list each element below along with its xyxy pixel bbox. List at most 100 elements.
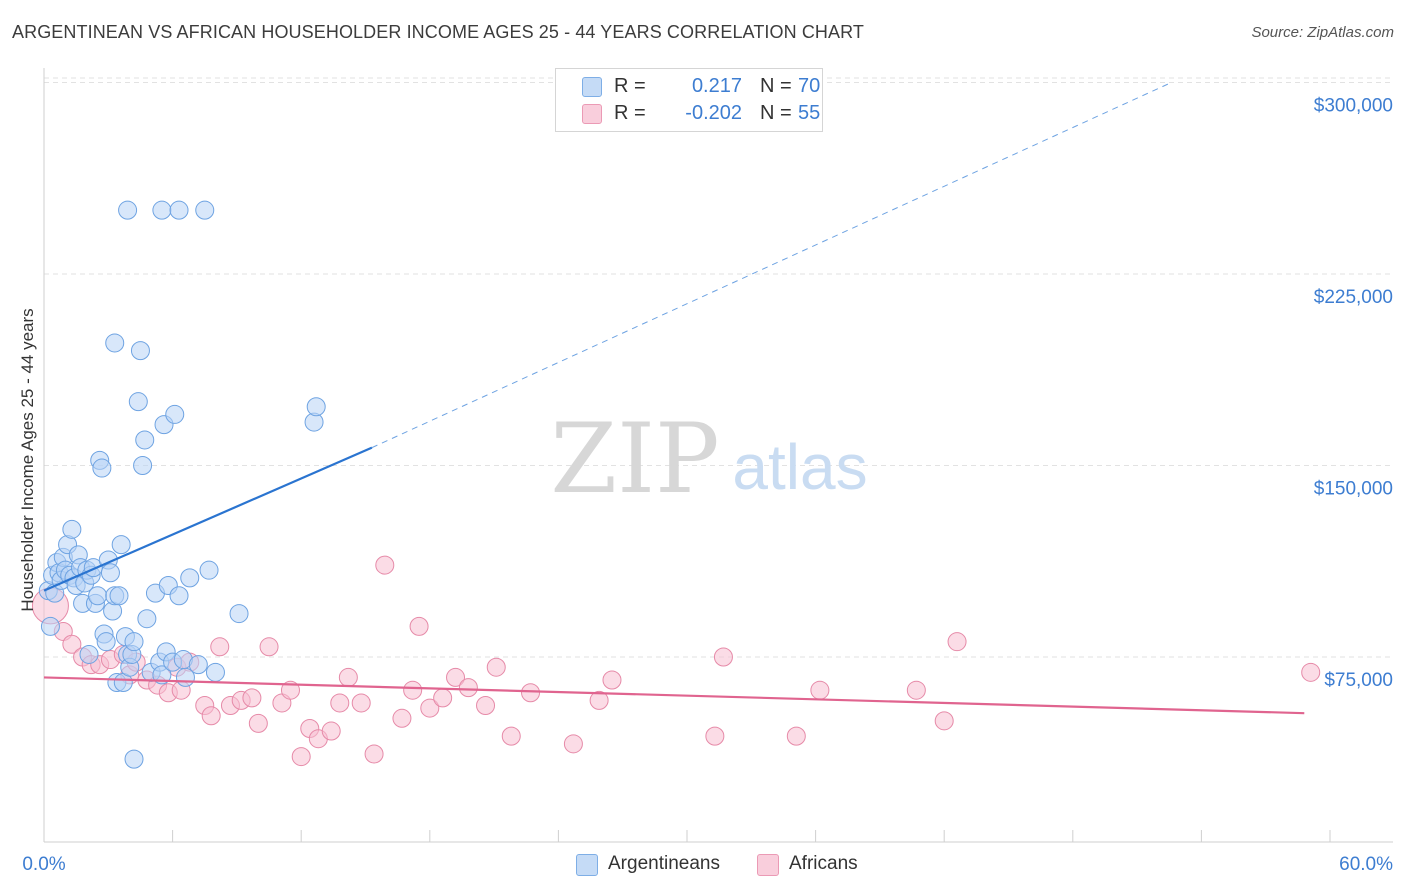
argentineans-point xyxy=(96,632,116,652)
africans-point xyxy=(420,698,440,718)
argentineans-point xyxy=(199,560,219,580)
africans-point xyxy=(364,744,384,764)
africans-point xyxy=(446,667,466,687)
africans-point xyxy=(906,680,926,700)
africans-point xyxy=(291,747,311,767)
argentineans-point xyxy=(128,392,148,412)
axes xyxy=(43,68,1393,843)
africans-point xyxy=(934,711,954,731)
africans-point xyxy=(338,667,358,687)
africans-point xyxy=(248,713,268,733)
argentineans-trend-line xyxy=(43,446,373,592)
africans-point xyxy=(563,734,583,754)
africans-point xyxy=(321,721,341,741)
argentineans-point xyxy=(109,586,129,606)
y-tick-label: $300,000 xyxy=(1314,96,1393,117)
n-value: 70 xyxy=(798,75,821,97)
africans-point xyxy=(810,680,830,700)
africans-point xyxy=(242,688,262,708)
africans-point xyxy=(409,616,429,636)
africans-point xyxy=(351,693,371,713)
argentineans-point xyxy=(229,604,249,624)
gridlines xyxy=(44,77,1393,658)
argentineans-point xyxy=(130,341,150,361)
tick-labels: $75,000 $150,000 $225,000 $300,000 0.0% 60.0%… xyxy=(18,96,1393,876)
africans-point xyxy=(330,693,350,713)
r-label: R = xyxy=(614,102,646,124)
argentineans-point xyxy=(152,665,172,685)
africans-points xyxy=(31,555,1321,767)
argentineans-point xyxy=(306,397,326,417)
watermark-atlas: atlas xyxy=(732,431,867,503)
legend-swatch-pink xyxy=(582,104,602,124)
africans-point xyxy=(201,706,221,726)
r-value: -0.202 xyxy=(685,102,742,124)
argentineans-point xyxy=(195,200,215,220)
argentineans-point xyxy=(180,568,200,588)
r-label: R = xyxy=(614,75,646,97)
africans-point xyxy=(375,555,395,575)
argentineans-point xyxy=(152,200,172,220)
argentineans-point xyxy=(100,563,120,583)
argentineans-point xyxy=(105,333,125,353)
x-tick-label-max: 60.0% xyxy=(1339,854,1393,875)
africans-point xyxy=(501,726,521,746)
argentineans-point xyxy=(188,655,208,675)
argentineans-point xyxy=(40,616,60,636)
argentineans-point xyxy=(88,586,108,606)
argentineans-trend-extension xyxy=(371,82,1172,449)
africans-point xyxy=(280,680,300,700)
y-tick-label: $225,000 xyxy=(1314,287,1393,308)
watermark: ZIP atlas xyxy=(550,403,867,515)
argentineans-point xyxy=(111,535,131,555)
trend-lines xyxy=(43,82,1305,715)
africans-point xyxy=(521,683,541,703)
argentineans-point xyxy=(92,458,112,478)
correlation-legend: R = 0.217 N = 70 R = -0.202 N = 55 xyxy=(555,68,823,132)
africans-point xyxy=(1301,662,1321,682)
chart-title: ARGENTINEAN VS AFRICAN HOUSEHOLDER INCOM… xyxy=(12,22,864,42)
n-label: N = xyxy=(760,75,792,97)
legend-label: Argentineans xyxy=(608,853,720,874)
argentineans-point xyxy=(124,749,144,769)
africans-point xyxy=(589,690,609,710)
legend-swatch-pink xyxy=(757,854,779,876)
n-label: N = xyxy=(760,102,792,124)
africans-point xyxy=(786,726,806,746)
argentineans-point xyxy=(118,200,138,220)
n-value: 55 xyxy=(798,102,821,124)
watermark-zip: ZIP xyxy=(550,403,719,515)
y-tick-label: $150,000 xyxy=(1314,479,1393,500)
argentineans-point xyxy=(79,644,99,664)
africans-point xyxy=(403,680,423,700)
africans-point xyxy=(392,708,412,728)
argentineans-point xyxy=(165,404,185,424)
argentineans-point xyxy=(62,519,82,539)
argentineans-point xyxy=(133,456,153,475)
africans-point xyxy=(705,726,725,746)
africans-point xyxy=(602,670,622,690)
r-value: 0.217 xyxy=(691,75,742,97)
legend-swatch-blue xyxy=(582,77,602,97)
legend-swatch-blue xyxy=(576,854,598,876)
africans-point xyxy=(713,647,733,667)
africans-point xyxy=(947,632,967,652)
africans-point xyxy=(476,696,496,716)
argentineans-point xyxy=(169,586,189,606)
y-axis-title: Householder Income Ages 25 - 44 years xyxy=(18,308,37,611)
africans-point xyxy=(62,634,82,654)
y-tick-label: $75,000 xyxy=(1324,670,1393,691)
argentineans-points xyxy=(38,200,326,769)
argentineans-point xyxy=(137,609,157,629)
argentineans-point xyxy=(169,200,189,220)
africans-point xyxy=(458,678,478,698)
africans-point xyxy=(210,637,230,657)
africans-trend-line xyxy=(43,676,1305,715)
x-tick-label-min: 0.0% xyxy=(22,854,65,875)
argentineans-point xyxy=(135,430,155,450)
legend-label: Africans xyxy=(789,853,858,874)
argentineans-point xyxy=(205,662,225,682)
africans-point xyxy=(486,657,506,677)
source-label: Source: ZipAtlas.com xyxy=(1251,24,1394,41)
